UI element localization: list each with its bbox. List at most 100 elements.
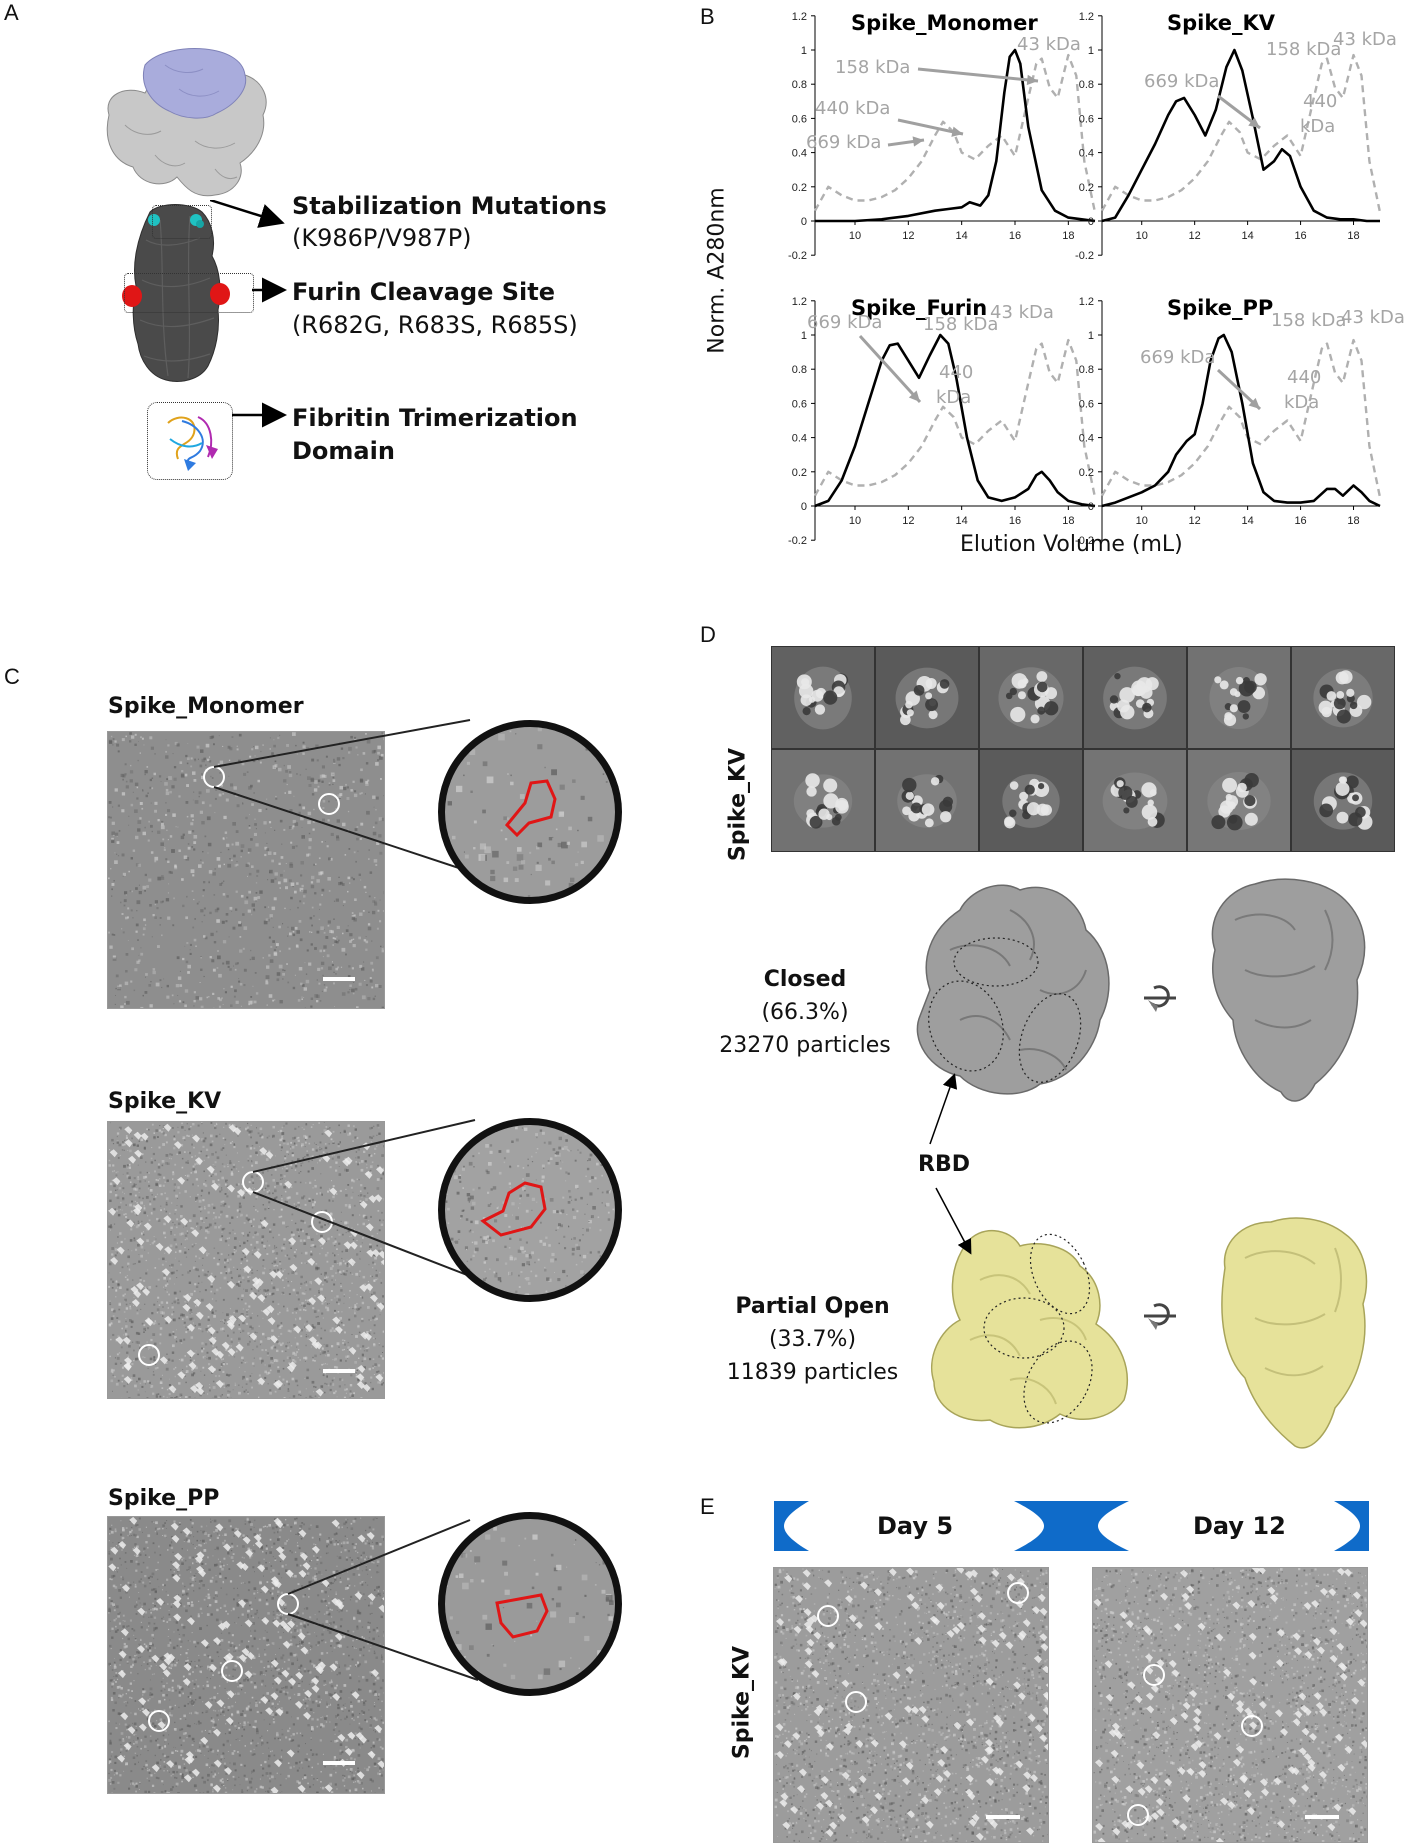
marker-669: 669 kDa (806, 132, 881, 153)
marker-440: kDa (1300, 116, 1335, 137)
marker-440: 440 kDa (815, 98, 890, 119)
chart-title: Spike_Monomer (851, 11, 1038, 35)
class-average-tile (1083, 646, 1187, 749)
zoom-monomer (438, 720, 622, 904)
y-tick-label: 0.2 (792, 182, 807, 194)
marker-arrowhead (1248, 397, 1260, 409)
y-tick-label: 0.6 (792, 113, 807, 125)
marker-669: 669 kDa (807, 312, 882, 333)
x-tick-label: 12 (902, 515, 914, 527)
y-tick-label: 0.2 (792, 467, 807, 479)
sec-chart-4: 1.2 1 0.8 0.6 0.4 0.2 0 -0.2 10 12 14 16 18 Spike_PP (1075, 296, 1382, 547)
class-average-tile (979, 749, 1083, 852)
rbd-label: RBD (918, 1152, 970, 1177)
x-tick-label: 10 (1136, 515, 1148, 527)
sec-chart-1: 1.210.80.60.40.20-0.210 12 14 16 18Spike_Mon… (788, 11, 1097, 262)
marker-arrow (917, 67, 1039, 83)
x-tick-label: 14 (1241, 515, 1253, 527)
marker-669: 669 kDa (1140, 347, 1215, 368)
marker-440: 440 (1303, 91, 1337, 112)
sec-chart-2: 1.2 1 0.8 0.6 0.4 0.2 0 -0.2 10 12 14 16 18 Spike_KV (1075, 11, 1382, 262)
x-tick-label: 16 (1294, 515, 1306, 527)
y-tick-label: 0.2 (1079, 467, 1094, 479)
x-tick-label: 12 (1189, 515, 1201, 527)
y-tick-label: 0.8 (792, 79, 807, 91)
panel-a-arrows (210, 200, 287, 428)
x-tick-label: 16 (1009, 515, 1021, 527)
y-tick-label: 0.4 (792, 433, 807, 445)
micrograph-day-12 (1092, 1567, 1368, 1843)
y-tick-label: 0 (1088, 216, 1094, 228)
x-tick-label: 12 (902, 230, 914, 242)
open-map-side (1221, 1217, 1368, 1449)
y-tick-label: 0.6 (1079, 398, 1094, 410)
x-tick-label: 10 (849, 515, 861, 527)
micrograph-title-kv: Spike_KV (108, 1089, 222, 1114)
panel-label-c: C (4, 664, 20, 689)
marker-arrowhead (908, 390, 920, 402)
marker-158: 158 kDa (835, 57, 910, 78)
micrograph-monomer (107, 731, 385, 1009)
scale-bar (323, 1369, 355, 1373)
class-avg-row-label: Spike_KV (725, 747, 751, 862)
sample-trace (1101, 48, 1380, 223)
day-5-label: Day 5 (877, 1512, 954, 1540)
micrograph-day-5 (773, 1567, 1049, 1843)
y-tick-label: 0.8 (792, 364, 807, 376)
closed-state: Closed (763, 967, 847, 992)
y-tick-label: 1.2 (1079, 11, 1094, 23)
marker-440: 440 (1287, 367, 1321, 388)
spike-trimer-structure (122, 204, 230, 382)
sample-trace (1101, 333, 1381, 508)
chart-title: Spike_KV (1167, 11, 1276, 35)
panel-b-charts: 1.210.80.60.40.20-0.210 12 14 16 18Spike_Mon… (788, 11, 1404, 547)
panel-e-overlays (817, 1582, 1339, 1826)
class-average-tile (875, 646, 979, 749)
closed-map-label: Closed (66.3%) 23270 particles (700, 963, 910, 1062)
class-average-tile (1083, 749, 1187, 852)
x-tick-label: 16 (1009, 230, 1021, 242)
x-tick-label: 18 (1062, 515, 1074, 527)
open-state: Partial Open (735, 1294, 890, 1319)
sample-trace (815, 48, 1096, 223)
micrograph-pp (107, 1516, 385, 1794)
closed-percent: (66.3%) (761, 1000, 849, 1025)
marker-arrowhead (1248, 117, 1260, 128)
marker-arrow (897, 118, 964, 136)
y-tick-label: 1.2 (792, 11, 807, 23)
class-avg-label-wrap: Spike_KV (714, 740, 754, 870)
day-banner (774, 1501, 1369, 1551)
y-tick-label: 1.2 (1079, 296, 1094, 308)
y-tick-label: -0.2 (1075, 535, 1094, 547)
panel-label-a: A (4, 0, 19, 25)
fibritin-structure (167, 416, 218, 471)
y-tick-label: 0 (801, 501, 807, 513)
marker-440: kDa (1284, 392, 1319, 413)
closed-map-side (1211, 878, 1366, 1102)
class-average-tile (771, 646, 875, 749)
x-tick-label: 14 (956, 515, 968, 527)
y-tick-label: 0 (801, 216, 807, 228)
marker-arrowhead (1026, 74, 1038, 86)
day-12-label: Day 12 (1193, 1512, 1286, 1540)
marker-43: 43 kDa (1341, 307, 1404, 328)
chart-title: Spike_PP (1167, 296, 1273, 320)
zoom-pp (438, 1512, 622, 1696)
scale-bar (323, 1761, 355, 1765)
y-tick-label: 0 (1088, 501, 1094, 513)
x-tick-label: 14 (956, 230, 968, 242)
open-map-front (931, 1229, 1128, 1429)
scale-bar (323, 977, 355, 981)
furin-title: Furin Cleavage Site (292, 278, 556, 306)
marker-440: kDa (936, 387, 971, 408)
y-tick-label: -0.2 (788, 535, 807, 547)
marker-arrow (858, 334, 922, 404)
x-tick-label: 14 (1241, 230, 1253, 242)
x-tick-label: 12 (1189, 230, 1201, 242)
x-tick-label: 10 (1136, 230, 1148, 242)
x-tick-label: 10 (849, 230, 861, 242)
sample-trace (814, 333, 1096, 508)
micrograph-title-pp: Spike_PP (108, 1486, 220, 1511)
open-percent: (33.7%) (768, 1327, 857, 1352)
y-tick-label: -0.2 (788, 250, 807, 262)
